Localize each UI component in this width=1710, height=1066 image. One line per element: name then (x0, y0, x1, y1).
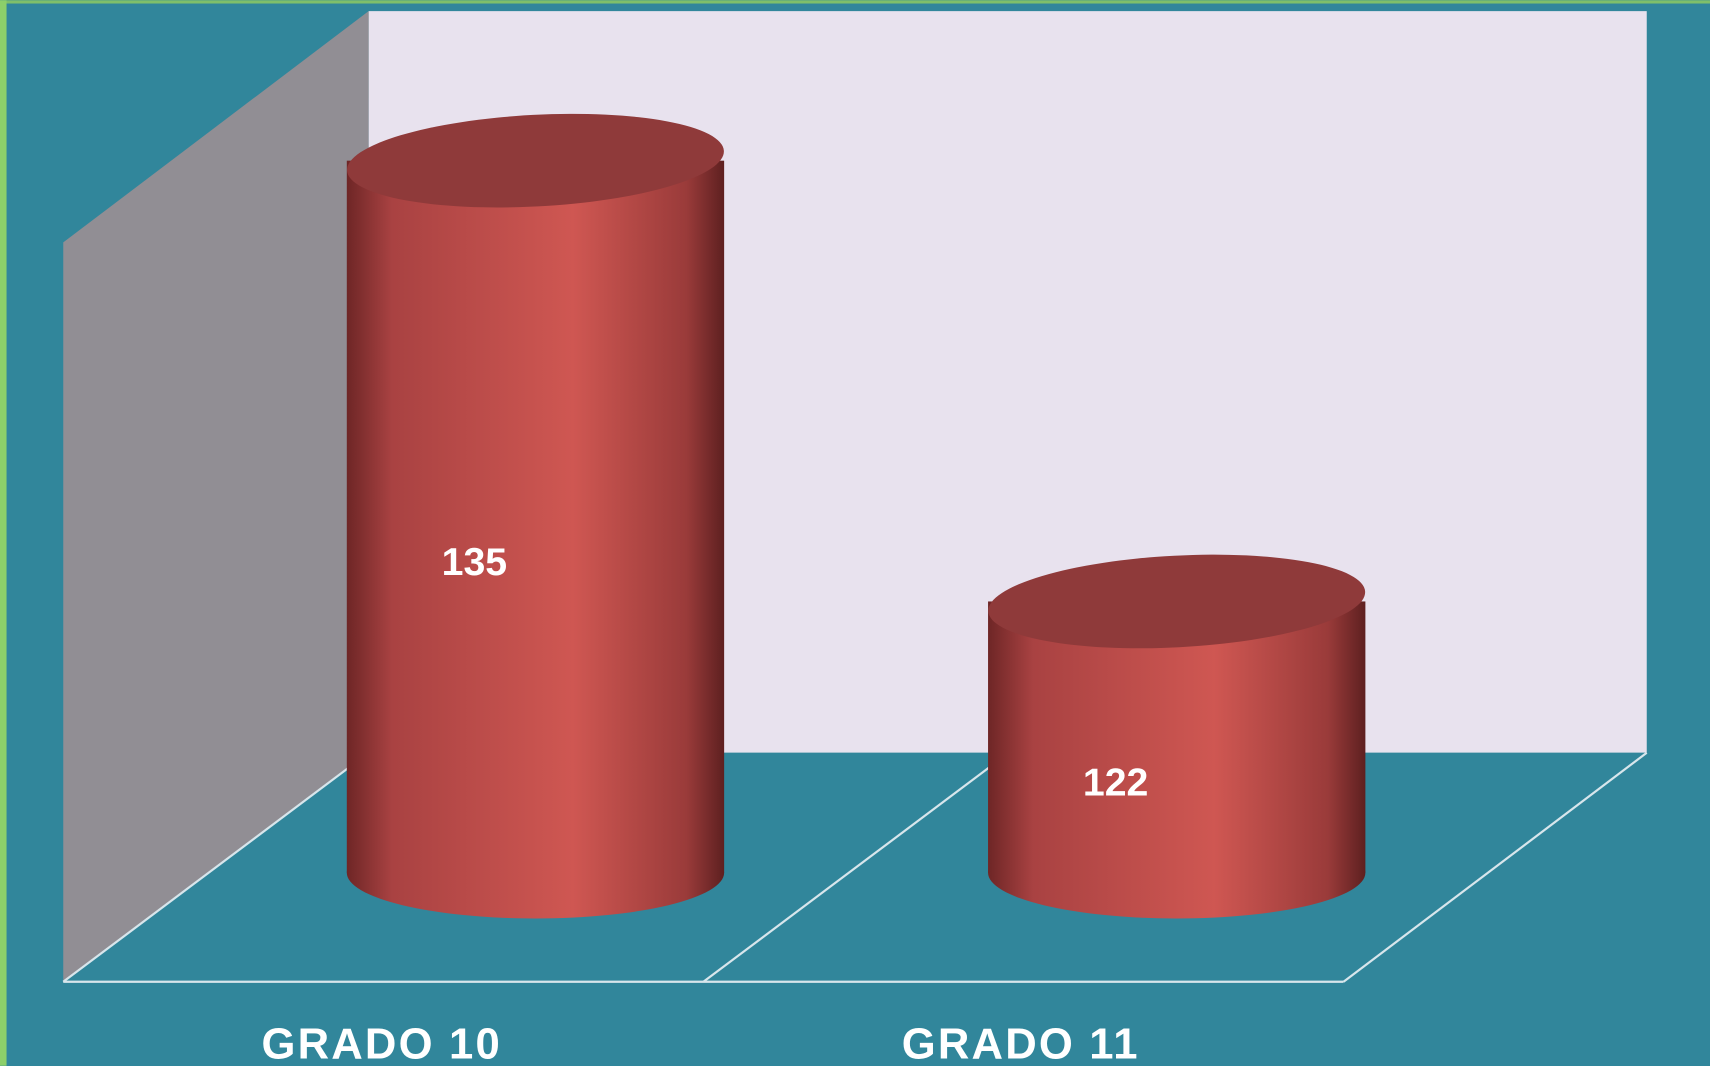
bar-top (347, 113, 724, 208)
x-tick-label: GRADO 10 (261, 1021, 501, 1066)
bar (346, 160, 725, 873)
side-wall (63, 11, 369, 982)
left-border (0, 0, 7, 1066)
value-label: 122 (1083, 760, 1149, 804)
floor-left-edge (62, 751, 370, 983)
top-border (0, 0, 1710, 4)
floor-lines (62, 751, 1648, 983)
x-tick-label: GRADO 11 (902, 1021, 1140, 1066)
bar-top (988, 554, 1366, 649)
value-label: 135 (442, 540, 508, 584)
floor-divider (702, 751, 1010, 983)
floor-right-edge (1342, 751, 1648, 983)
